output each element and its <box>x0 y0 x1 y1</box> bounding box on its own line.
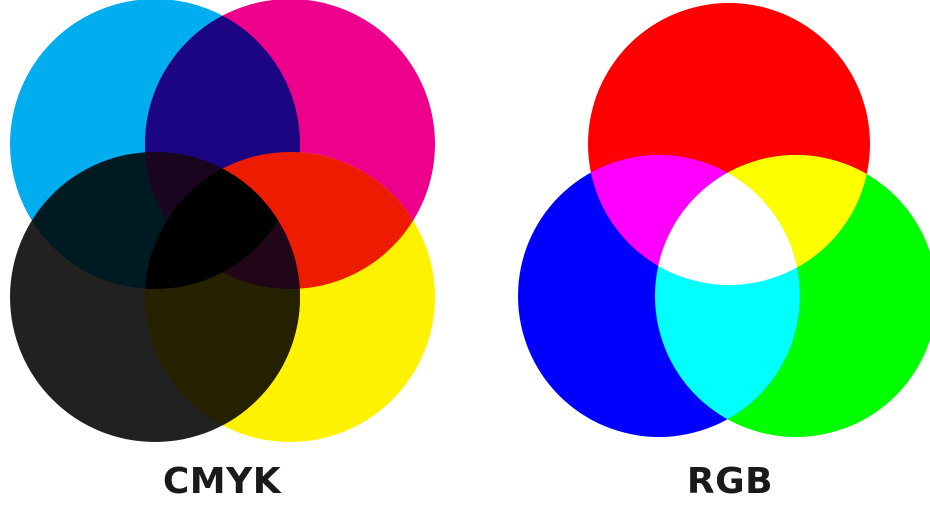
cmyk-diagram <box>10 0 435 442</box>
cmyk-center-overlap <box>145 152 300 289</box>
rgb-caption: RGB <box>686 461 774 502</box>
rgb-diagram <box>518 3 930 437</box>
cmyk-caption: CMYK <box>162 461 282 502</box>
rgb-center-overlap <box>655 155 800 285</box>
